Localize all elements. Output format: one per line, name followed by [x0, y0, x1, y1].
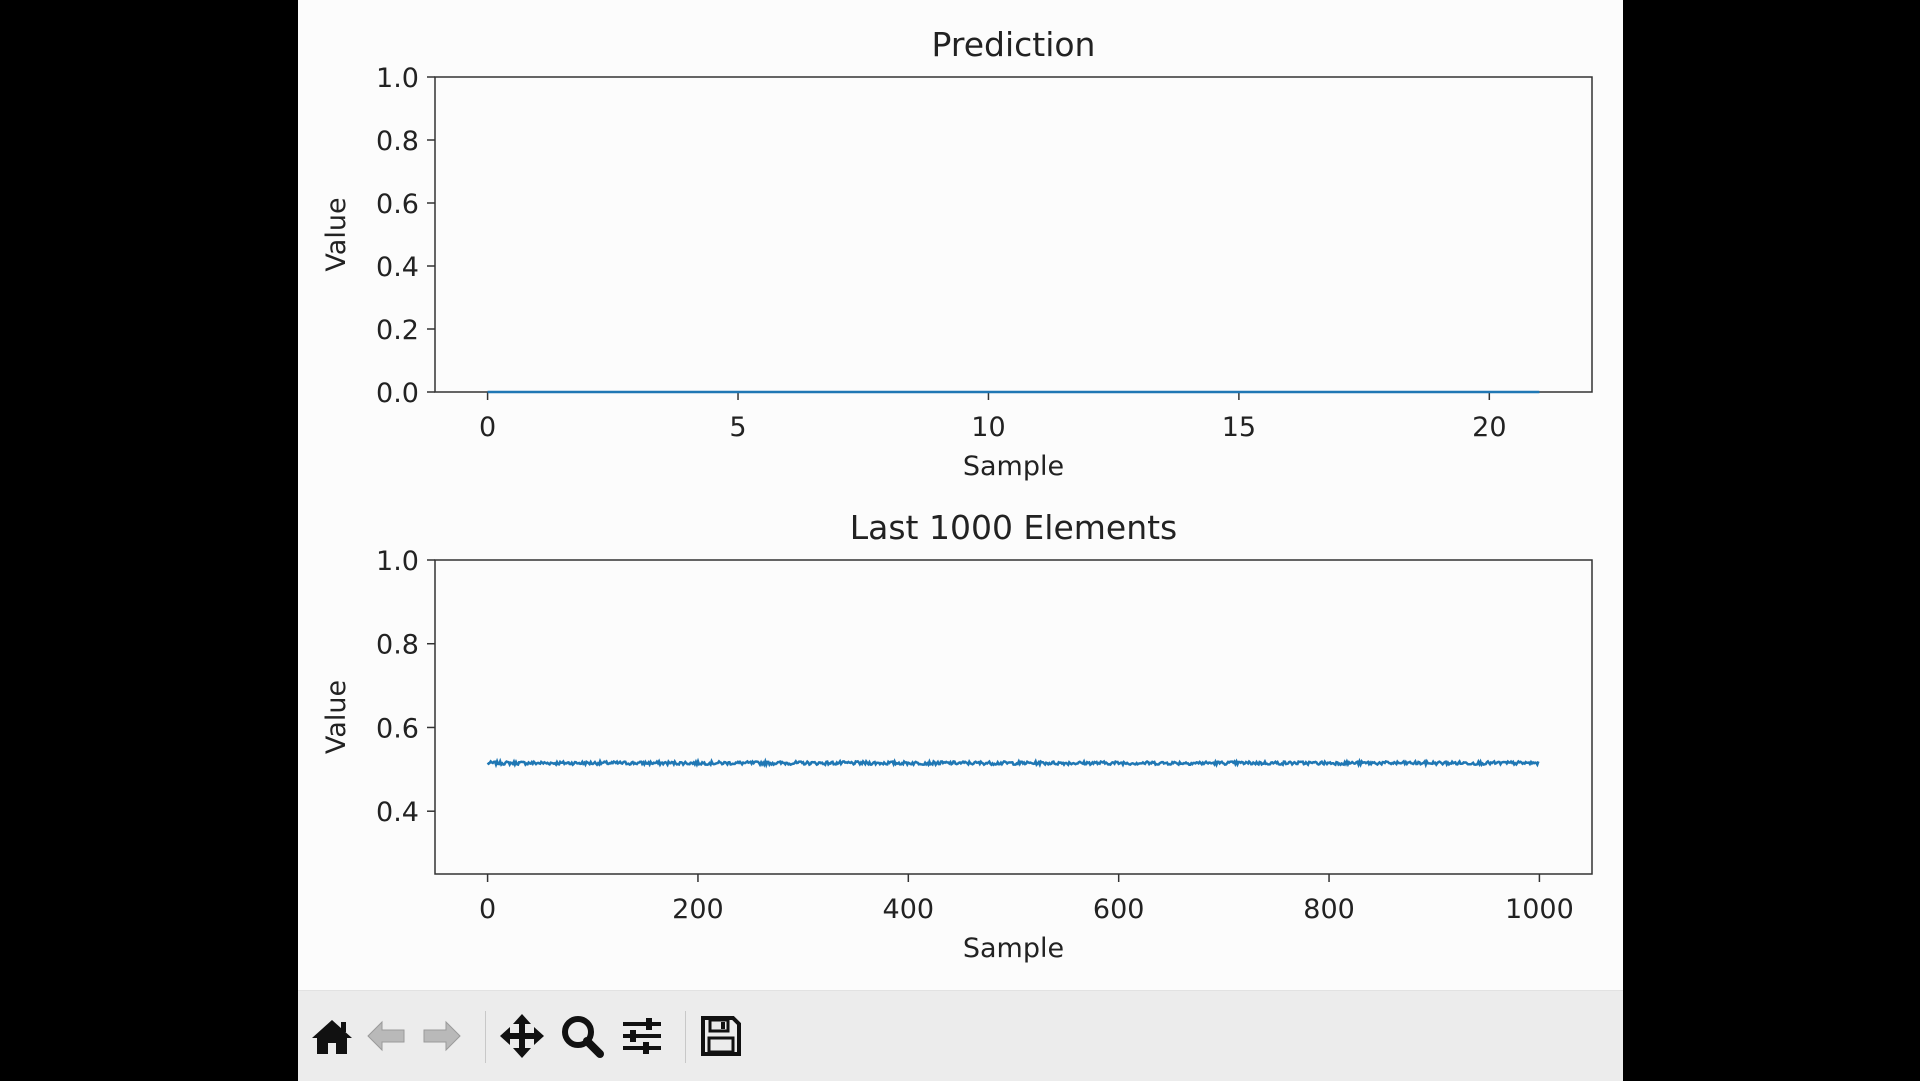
series-line: [486, 757, 1540, 769]
floppy-disk-icon: [701, 1016, 741, 1056]
chart-title: Last 1000 Elements: [850, 508, 1178, 547]
home-icon: [312, 1020, 352, 1054]
y-tick-label: 0.8: [376, 630, 419, 661]
y-tick-label: 0.6: [376, 189, 419, 220]
y-tick-label: 0.4: [376, 252, 419, 283]
figure-canvas: Prediction 0.0 0.2 0.4 0.6 0.8 1.0 0 5 10 15 20 Samp…: [321, 25, 1593, 964]
x-axis-label: Sample: [963, 933, 1064, 964]
pan-button[interactable]: [496, 1007, 548, 1065]
y-axis-label: Value: [321, 680, 352, 754]
y-tick-label: 1.0: [376, 63, 419, 94]
axes-frame: [434, 76, 1593, 393]
navigation-toolbar: [298, 990, 1623, 1081]
y-tick-label: 0.8: [376, 126, 419, 157]
x-tick-label: 1000: [1505, 894, 1574, 925]
plot-window: Prediction 0.0 0.2 0.4 0.6 0.8 1.0 0 5 10 15 20 Samp…: [298, 0, 1623, 1081]
x-tick-label: 5: [729, 412, 746, 443]
x-tick-label: 15: [1222, 412, 1256, 443]
move-arrows-icon: [500, 1014, 544, 1058]
save-button[interactable]: [695, 1007, 747, 1065]
zoom-button[interactable]: [556, 1007, 608, 1065]
axes-frame: [434, 559, 1593, 875]
configure-subplots-button[interactable]: [616, 1007, 668, 1065]
x-tick-label: 200: [672, 894, 724, 925]
x-tick-label: 20: [1472, 412, 1506, 443]
chart-1: Prediction 0.0 0.2 0.4 0.6 0.8 1.0 0 5 10 15 20 Samp…: [321, 25, 1593, 482]
x-tick-label: 800: [1303, 894, 1355, 925]
y-tick-label: 0.6: [376, 713, 419, 744]
back-button[interactable]: [360, 1007, 412, 1065]
x-tick-label: 600: [1093, 894, 1145, 925]
y-tick-label: 0.0: [376, 378, 419, 409]
y-tick-label: 0.2: [376, 315, 419, 346]
home-button[interactable]: [306, 1007, 358, 1065]
x-tick-label: 400: [883, 894, 935, 925]
x-axis-label: Sample: [963, 451, 1064, 482]
magnifier-icon: [562, 1016, 604, 1058]
toolbar-separator: [485, 1011, 486, 1063]
sliders-icon: [623, 1018, 661, 1054]
chart-2: Last 1000 Elements 0.4 0.6 0.8 1.0 0 200 400 600…: [321, 508, 1593, 964]
forward-button[interactable]: [416, 1007, 468, 1065]
x-tick-label: 10: [971, 412, 1005, 443]
back-arrow-icon: [367, 1020, 405, 1052]
forward-arrow-icon: [423, 1020, 461, 1052]
y-tick-label: 0.4: [376, 797, 419, 828]
y-tick-label: 1.0: [376, 546, 419, 577]
chart-title: Prediction: [932, 25, 1096, 64]
x-tick-label: 0: [479, 412, 496, 443]
y-axis-label: Value: [321, 197, 352, 271]
x-tick-label: 0: [479, 894, 496, 925]
toolbar-separator: [685, 1011, 686, 1063]
